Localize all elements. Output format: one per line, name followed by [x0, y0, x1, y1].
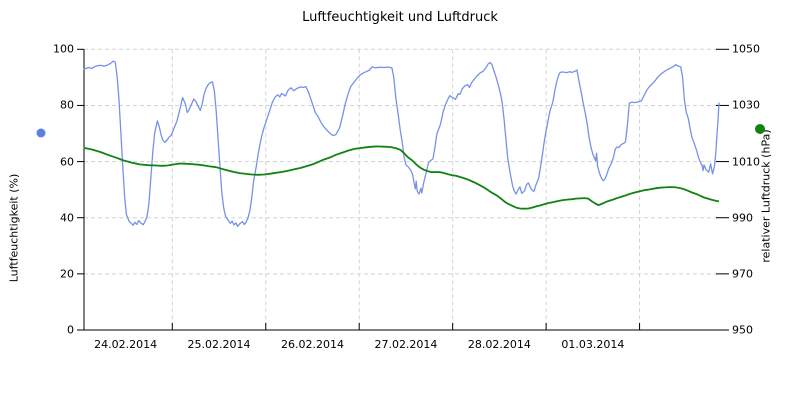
y-right-tick-label: 1030	[732, 98, 760, 112]
x-tick-label: 28.02.2014	[467, 338, 531, 351]
y-right-tick-label: 1050	[732, 42, 760, 56]
y-left-tick-label: 20	[60, 267, 74, 281]
pressure-legend-dot	[755, 124, 765, 134]
y-left-tick-label: 0	[67, 323, 74, 337]
y-right-tick-label: 950	[732, 323, 753, 337]
y-left-tick-label: 100	[53, 42, 74, 56]
x-tick-label: 27.02.2014	[374, 338, 438, 351]
y-left-tick-label: 60	[60, 155, 74, 169]
y-right-tick-label: 970	[732, 267, 753, 281]
pressure-series-line	[83, 145, 720, 210]
y-right-tick-label: 1010	[732, 155, 760, 169]
humidity-legend-dot	[36, 128, 46, 138]
x-tick-label: 01.03.2014	[561, 338, 625, 351]
x-tick-label: 24.02.2014	[94, 338, 158, 351]
x-tick-label: 26.02.2014	[280, 338, 344, 351]
y-right-tick-label: 990	[732, 211, 753, 225]
y-left-tick-label: 80	[60, 98, 74, 112]
chart-title: Luftfeuchtigkeit und Luftdruck	[302, 10, 498, 25]
y-right-axis-title: relativer Luftdruck (hPa)	[759, 129, 773, 263]
y-left-axis-title: Luftfeuchtigkeit (%)	[7, 173, 21, 283]
y-left-tick-label: 40	[60, 211, 74, 225]
humidity-series-line	[83, 60, 720, 228]
x-tick-label: 25.02.2014	[187, 338, 251, 351]
